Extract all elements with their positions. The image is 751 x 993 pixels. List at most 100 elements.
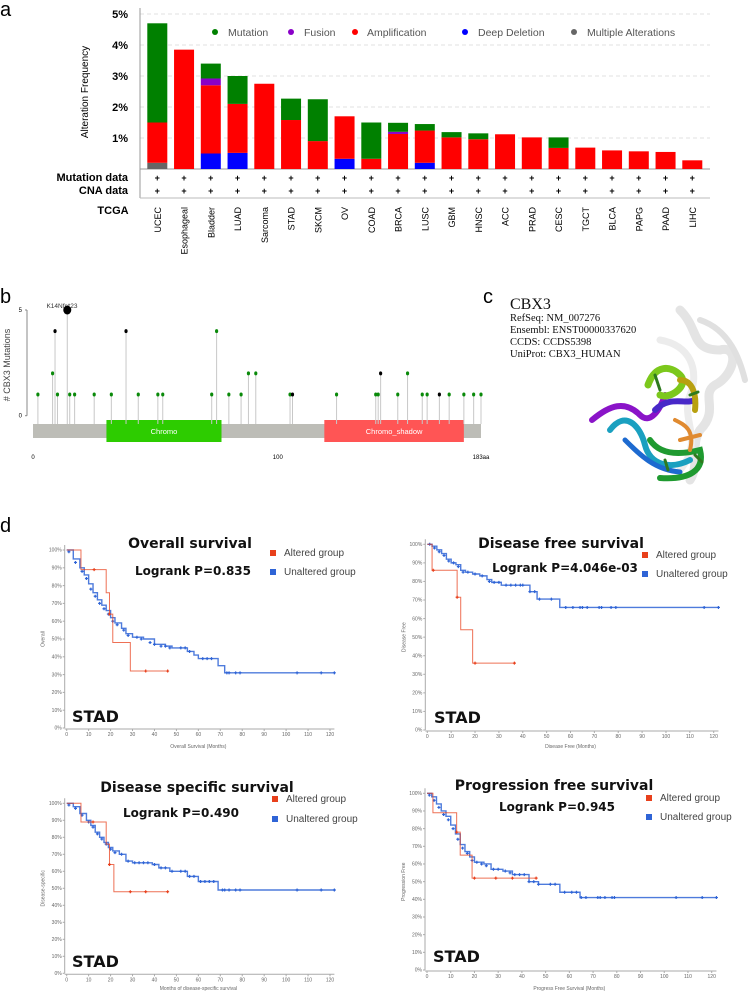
censor-mark [295, 888, 299, 892]
cancer-type-label: STAD [72, 952, 119, 971]
bar-segment-amplification [495, 134, 516, 169]
censor-mark [183, 646, 187, 650]
censor-mark [702, 605, 706, 609]
censor-mark [600, 605, 604, 609]
x-tick-label: 110 [684, 974, 692, 980]
bar-segment-amplification [227, 103, 248, 153]
mutation-point-truncating [437, 392, 441, 397]
mutation-point-missense [161, 392, 165, 397]
x-tick-label: 70 [590, 974, 596, 980]
category-label: PAAD [661, 207, 671, 231]
censor-mark [126, 633, 130, 637]
gene-ensembl: Ensembl: ENST00000337620 [510, 325, 636, 336]
mutation-point-missense [73, 392, 77, 397]
censor-mark [437, 550, 441, 554]
censor-mark [141, 861, 145, 865]
panel-label-a: a [0, 0, 12, 21]
bar-segment-deep-deletion [227, 152, 248, 169]
mutation-point-missense [215, 329, 219, 334]
mutation-point-missense [239, 392, 243, 397]
censor-mark [166, 669, 170, 673]
y-tick-label: 90% [52, 566, 63, 572]
y-tick-label: 5 [19, 308, 23, 314]
mutation-point-missense [156, 392, 160, 397]
bar-segment-amplification [575, 147, 596, 169]
x-tick-label: 90 [638, 974, 644, 980]
y-tick-label: 90% [412, 809, 423, 815]
cna-data-marker: + [663, 186, 668, 196]
mutation-data-marker: + [449, 173, 454, 183]
censor-mark [115, 623, 119, 627]
x-axis-label: Months of disease-specific survival [160, 986, 237, 992]
legend-marker-unaltered [272, 816, 278, 822]
bar-segment-deep-deletion [334, 158, 355, 169]
category-label: Sarcoma [260, 207, 270, 243]
censor-mark [137, 861, 141, 865]
x-tick-label: 10 [86, 732, 92, 738]
mutation-data-marker: + [476, 173, 481, 183]
cna-data-marker: + [529, 186, 534, 196]
x-axis-label: Overall Survival (Months) [170, 744, 226, 750]
x-tick-label: 40 [152, 732, 158, 738]
x-tick-label: 0 [426, 974, 429, 980]
category-label: PRAD [527, 207, 537, 233]
censor-mark [497, 580, 501, 584]
censor-mark [504, 583, 508, 587]
y-axis-label: Overall [41, 631, 47, 647]
row-label-cna-data: CNA data [79, 185, 129, 197]
y-tick-label: 20% [52, 690, 63, 696]
mutation-data-marker: + [208, 173, 213, 183]
mutation-data-marker: + [583, 173, 588, 183]
censor-mark [442, 813, 446, 817]
category-label: OV [340, 207, 350, 220]
censor-mark [168, 646, 172, 650]
censor-mark [480, 574, 484, 578]
censor-mark [455, 830, 459, 834]
legend-marker-unaltered [270, 569, 276, 575]
mutation-point-missense [50, 371, 55, 376]
panel-label-d: d [0, 515, 11, 537]
bar-segment-amplification [361, 158, 382, 169]
study-label: TCGA [97, 205, 128, 217]
censor-mark [152, 863, 156, 866]
censor-mark [91, 825, 95, 829]
censor-mark [107, 612, 111, 616]
censor-mark [163, 644, 167, 648]
censor-mark [133, 861, 137, 865]
censor-mark [80, 569, 84, 573]
km-curve-altered [427, 792, 537, 879]
censor-mark [210, 657, 214, 661]
bar-segment-amplification [548, 147, 569, 169]
censor-mark [93, 594, 97, 598]
censor-mark [332, 888, 336, 892]
mutation-point-truncating [290, 392, 295, 397]
km-plot-disease-specific-survival: 0% 10% 20% 30% 40% 50% 60% 70% 80% 90% 100% 0 10 20 30… [41, 780, 358, 992]
bar-segment-amplification [254, 83, 275, 169]
domain-chromo-shadow [324, 420, 464, 442]
y-tick-label: 20% [52, 937, 63, 943]
y-tick-label: 100% [409, 791, 422, 797]
censor-mark [238, 888, 242, 892]
bar-segment-mutation [281, 98, 302, 121]
y-tick-label: 2% [112, 102, 128, 114]
y-tick-label: 70% [412, 598, 423, 604]
y-tick-label: 90% [52, 818, 63, 824]
cna-data-marker: + [583, 186, 588, 196]
x-axis-label: Disease Free (Months) [545, 744, 596, 750]
cancer-type-label: STAD [72, 707, 119, 726]
category-label: COAD [367, 207, 377, 234]
mutation-point-truncating [63, 305, 72, 315]
y-tick-label: 30% [412, 672, 423, 678]
legend-marker [462, 29, 468, 35]
y-tick-label: 60% [412, 862, 423, 868]
censor-mark [183, 869, 187, 873]
mutation-point-missense [479, 392, 483, 397]
bar-segment-fusion [388, 131, 409, 134]
x-tick-label: 50 [544, 734, 550, 740]
censor-mark [522, 873, 526, 877]
x-tick-label: 20 [108, 732, 114, 738]
mutation-point-truncating [124, 329, 128, 334]
km-title: Progression free survival [455, 778, 654, 794]
x-tick-label: 20 [472, 974, 478, 980]
mutation-data-marker: + [502, 173, 507, 183]
